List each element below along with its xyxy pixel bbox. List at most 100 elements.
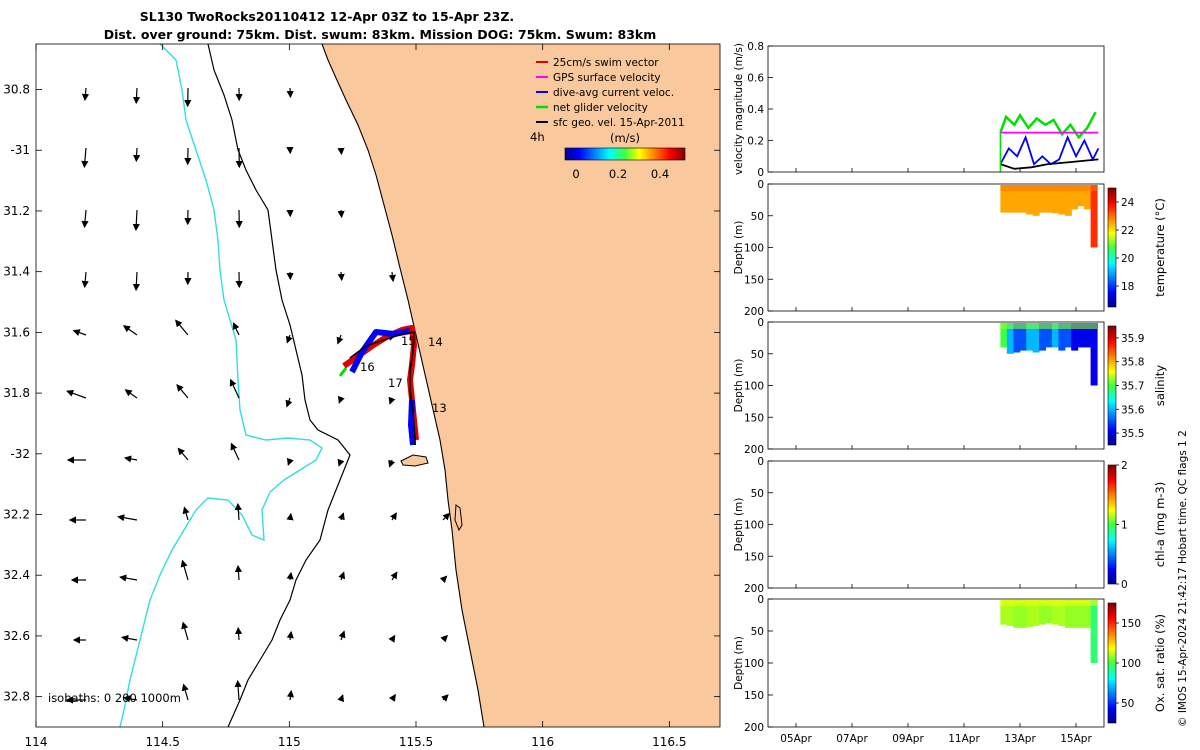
profile-cell	[1077, 600, 1085, 628]
colorbar-label: salinity	[1153, 365, 1167, 406]
surface-layer-band	[1000, 323, 1097, 329]
profile-cell	[1019, 185, 1027, 213]
current-arrow	[442, 512, 451, 521]
profile-cell	[1019, 323, 1027, 351]
profile-cell	[1019, 600, 1027, 628]
profile-cell	[1051, 185, 1059, 214]
panel-frame	[767, 45, 1105, 173]
panel-y-tick-label: 0.8	[747, 41, 764, 53]
colorbar-tick-label: 24	[1121, 197, 1135, 209]
current-arrow	[81, 271, 89, 289]
profile-cell	[1045, 600, 1053, 624]
profile-cell	[1051, 323, 1059, 348]
current-arrow	[132, 209, 140, 232]
isobath-note: isobaths: 0 200 1000m	[48, 691, 181, 705]
profile-cell	[1000, 600, 1008, 625]
colorbar-tick-label: 35.5	[1121, 428, 1144, 440]
current-arrow	[132, 87, 141, 105]
profile-cell	[1084, 185, 1092, 210]
colorbar-tick-label: 35.7	[1121, 381, 1144, 393]
current-arrow	[337, 271, 345, 282]
current-arrow	[177, 447, 189, 461]
colorbar-tick-label: 150	[1121, 618, 1141, 630]
profile-cell	[1026, 185, 1034, 215]
profile-cell	[1045, 185, 1053, 213]
colorbar-tick-label: 18	[1121, 281, 1134, 293]
glider-track	[338, 325, 419, 446]
current-arrow	[285, 397, 293, 408]
colorbar-tick-label: 35.8	[1121, 357, 1144, 369]
current-arrow	[81, 209, 89, 229]
day-label-15: 15	[401, 334, 416, 348]
rottnest-island	[400, 454, 429, 467]
velocity-series-line	[1000, 158, 1099, 170]
panel-y-label: Depth (m)	[733, 359, 745, 413]
current-arrow	[337, 147, 345, 156]
panel-frame	[767, 321, 1105, 450]
legend-label-dive: dive-avg current veloc.	[553, 87, 674, 99]
panel-y-label: Depth (m)	[733, 636, 745, 690]
profile-cell	[1071, 185, 1079, 210]
panel-y-tick-label: 200	[744, 444, 764, 456]
current-arrow	[122, 325, 138, 336]
current-arrow	[234, 679, 242, 701]
map-legend: 25cm/s swim vector GPS surface velocity …	[530, 57, 686, 181]
colorbar-tick-label: 35.6	[1121, 404, 1145, 416]
current-arrow	[388, 634, 396, 643]
map-y-tick-label: 32.8	[3, 690, 30, 704]
time-tick-label: 07Apr	[836, 733, 868, 745]
speed-colorbar	[564, 147, 686, 161]
profile-cell	[1032, 185, 1040, 216]
colorbar-tick-label: 35.9	[1121, 333, 1144, 345]
current-arrow	[286, 512, 294, 521]
current-arrow	[175, 319, 189, 336]
map-frame	[35, 43, 721, 728]
colorbar-tick-label: 0	[1121, 579, 1128, 591]
legend-label-swim: 25cm/s swim vector	[553, 57, 659, 69]
panel-y-tick-label: 100	[744, 381, 764, 393]
current-arrow	[388, 271, 396, 283]
dive-avg-current-track	[349, 328, 416, 446]
map-y-tick-label: 31.6	[3, 325, 30, 339]
current-arrow	[133, 147, 141, 163]
map-x-tick-label: 116	[531, 735, 554, 749]
current-arrow	[117, 514, 138, 522]
time-tick-label: 05Apr	[780, 733, 812, 745]
profile-cell	[1084, 323, 1092, 348]
day-label-17: 17	[388, 376, 403, 390]
profile-cell	[1013, 185, 1021, 213]
panel-3: 0 50 100 150 200 Depth (m) 0 1 2 chl-a (mg m-3)	[733, 456, 1167, 595]
panel-frame	[767, 460, 1105, 589]
current-arrow	[66, 389, 87, 399]
time-tick-label: 15Apr	[1060, 733, 1092, 745]
colorbar-tick-label: 1	[1121, 520, 1128, 532]
profile-cell	[1006, 600, 1014, 626]
profile-cell	[1039, 323, 1046, 351]
map-y-tick-label: 32.4	[3, 568, 30, 582]
current-arrow	[176, 384, 189, 399]
colorbar-label: temperature (°C)	[1153, 198, 1167, 297]
glider-path-line	[349, 331, 416, 445]
surface-current-arrows	[65, 87, 451, 704]
time-step-label: 4h	[530, 130, 545, 144]
current-arrow	[229, 378, 240, 399]
panel-y-tick-label: 0	[757, 167, 764, 179]
colorbar-tick-label: 50	[1121, 698, 1134, 710]
panel-y-tick-label: 100	[744, 658, 764, 670]
panel-y-tick-label: 150	[744, 274, 764, 286]
colorbar-tick-label: 22	[1121, 225, 1134, 237]
profile-cell	[1032, 323, 1040, 353]
profile-cell	[1013, 323, 1021, 353]
surface-layer-band	[1000, 185, 1097, 191]
panel-y-tick-label: 50	[751, 211, 764, 223]
profile-cell	[1045, 323, 1053, 348]
current-arrow	[337, 512, 345, 521]
current-arrow	[123, 695, 138, 703]
panel-y-tick-label: 0	[757, 594, 764, 606]
panel-y-tick-label: 100	[744, 243, 764, 255]
current-arrow	[121, 634, 138, 642]
legend-label-gps: GPS surface velocity	[553, 72, 661, 84]
profile-cell	[1013, 600, 1021, 628]
